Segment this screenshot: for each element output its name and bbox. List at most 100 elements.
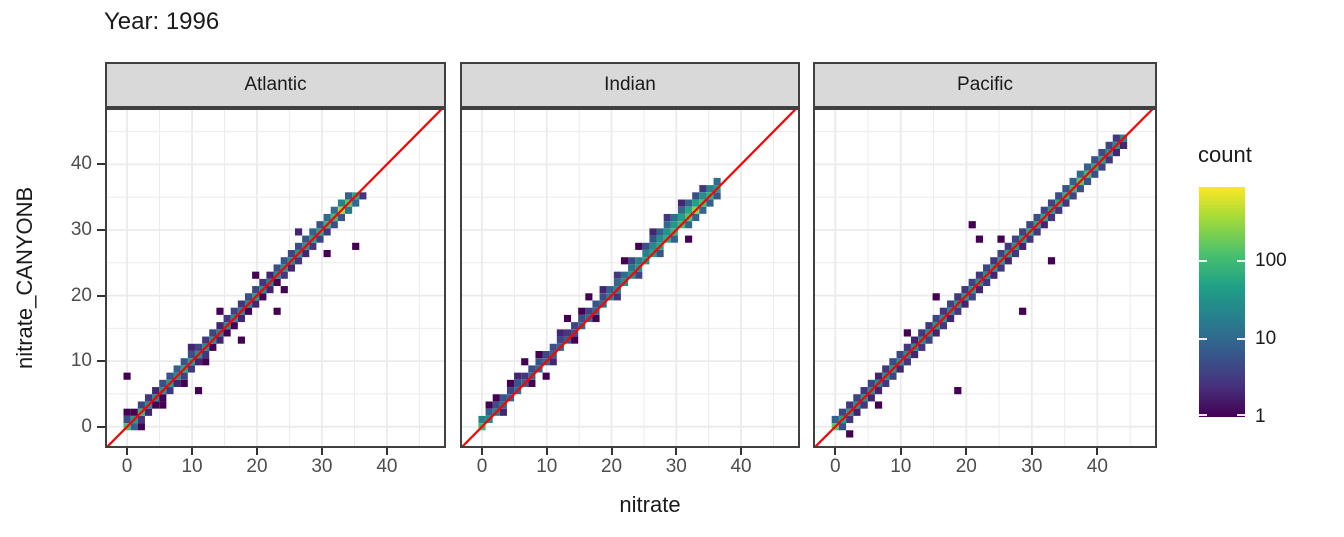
panel-plot-area <box>813 108 1157 448</box>
bin <box>337 213 345 222</box>
bin <box>521 372 529 380</box>
bin <box>152 387 160 395</box>
bin <box>685 235 693 243</box>
bin <box>302 235 310 243</box>
bin <box>130 423 138 431</box>
bin <box>266 271 274 279</box>
bin <box>1026 221 1034 229</box>
x-tick-label: 10 <box>890 456 912 477</box>
bin <box>485 408 493 416</box>
bin <box>123 408 131 416</box>
identity-line <box>460 108 798 448</box>
bin <box>252 271 260 279</box>
bin <box>1105 156 1113 164</box>
bin <box>252 286 260 294</box>
bin <box>990 257 998 265</box>
bin <box>180 379 188 387</box>
bin <box>273 307 281 315</box>
bin <box>556 329 564 337</box>
bin <box>620 271 629 279</box>
bin <box>685 206 693 214</box>
bin <box>237 300 245 308</box>
bin <box>123 415 131 424</box>
bin <box>323 213 331 222</box>
bin <box>1112 134 1120 142</box>
y-axis-tick <box>97 163 105 166</box>
bin <box>649 228 657 236</box>
bin <box>294 242 303 250</box>
facet-strip-indian: Indian <box>460 62 800 108</box>
bin <box>1055 206 1063 214</box>
bin <box>918 343 926 351</box>
bin <box>194 358 203 366</box>
plot-title: Year: 1996 <box>104 8 220 35</box>
x-axis-tick <box>385 448 388 455</box>
x-axis-tick <box>1030 448 1033 455</box>
legend-tick <box>1199 414 1207 416</box>
y-axis-tick <box>97 360 105 363</box>
panel-border <box>460 108 800 448</box>
bin <box>252 300 260 308</box>
legend-label: 10 <box>1255 328 1277 350</box>
panel-plot-area <box>105 108 446 448</box>
facet-strip-label: Indian <box>604 74 656 95</box>
bin <box>685 221 693 229</box>
bin <box>166 387 174 395</box>
bin <box>706 199 714 207</box>
bin <box>831 415 839 424</box>
bin <box>713 192 721 200</box>
bin <box>874 372 883 380</box>
bin <box>571 322 579 330</box>
panel-border <box>105 108 446 448</box>
bin <box>838 423 847 431</box>
x-axis-tick <box>675 448 678 455</box>
bin <box>939 307 947 315</box>
x-tick-label: 30 <box>1021 456 1043 477</box>
bin <box>535 350 543 359</box>
bin <box>187 350 195 359</box>
bin <box>230 307 238 315</box>
legend-label: 1 <box>1255 406 1266 427</box>
bin <box>983 264 991 272</box>
bin <box>642 242 650 250</box>
bin <box>223 329 231 337</box>
legend-tick <box>1237 414 1245 416</box>
bin <box>173 379 181 387</box>
bin <box>990 271 998 279</box>
bin <box>656 250 664 258</box>
x-axis-tick <box>740 448 743 455</box>
x-tick-label: 20 <box>955 456 977 477</box>
bin <box>187 343 195 351</box>
bin <box>975 235 984 243</box>
bin <box>1019 228 1027 236</box>
bin <box>599 286 607 294</box>
bin <box>316 221 324 229</box>
bin <box>302 250 310 258</box>
bin <box>1004 242 1012 250</box>
x-axis-title: nitrate <box>619 492 681 517</box>
bin <box>514 379 522 387</box>
bin <box>975 271 984 279</box>
bin <box>237 314 245 323</box>
bin <box>585 293 593 301</box>
x-tick-label: 0 <box>829 456 841 477</box>
bin <box>860 401 868 409</box>
bin <box>592 300 600 308</box>
bin <box>932 314 940 323</box>
bin <box>152 401 160 409</box>
bin <box>323 228 331 236</box>
bin <box>896 350 904 359</box>
bin <box>1033 213 1041 222</box>
bin <box>1011 235 1020 243</box>
bin <box>330 221 338 229</box>
facet-strip-label: Pacific <box>957 74 1013 95</box>
bin <box>1040 206 1048 214</box>
facet-strip-pacific: Pacific <box>813 62 1157 108</box>
bin <box>1083 163 1092 171</box>
bin <box>259 293 267 301</box>
bin <box>635 271 643 279</box>
panel-plot-area <box>460 108 800 448</box>
bin <box>838 408 847 416</box>
bin <box>1004 257 1012 265</box>
bin <box>846 401 854 409</box>
